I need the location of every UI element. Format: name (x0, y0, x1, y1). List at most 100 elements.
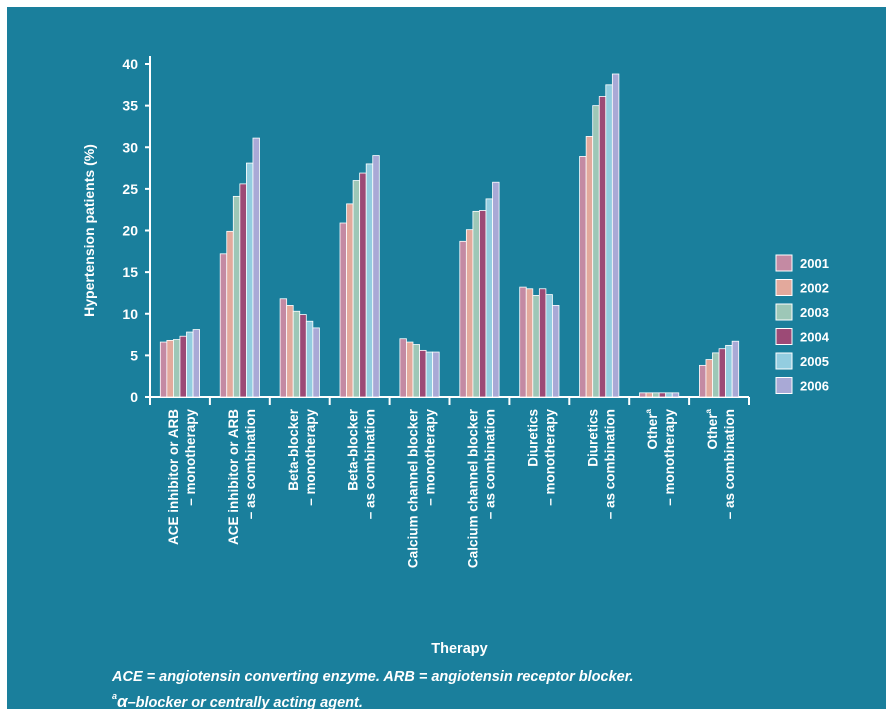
x-tick-label: ACE inhibitor or ARB – as combination (226, 409, 258, 545)
bar-2002 (585, 136, 594, 398)
bar-2002 (705, 359, 713, 398)
legend-swatch-2006 (775, 377, 793, 394)
y-axis-title: Hypertension patients (%) (81, 144, 97, 317)
bar-2004 (718, 348, 726, 398)
y-tick-label: 5 (130, 347, 138, 363)
footnote-alpha-symbol: α (117, 692, 128, 711)
bar-2005 (665, 392, 673, 398)
bar-2003 (412, 344, 420, 398)
bar-2004 (179, 335, 187, 398)
x-tick-label-superscript: a (704, 408, 713, 413)
bar-2001 (639, 392, 647, 398)
x-tick-label-line1: Other (705, 413, 720, 450)
bar-2002 (525, 288, 534, 398)
bar-2001 (279, 298, 288, 398)
bar-2005 (725, 344, 733, 398)
x-tick-label-line1: ACE inhibitor or ARB (166, 409, 181, 545)
x-tick-label: Beta-blocker – as combination (346, 408, 378, 519)
bar-2001 (579, 156, 587, 398)
x-tick-label-line2: – monotherapy (423, 409, 438, 506)
x-tick-label-line1: Diuretics (585, 409, 600, 467)
bar-2003 (712, 352, 720, 398)
x-tick-label: Beta-blocker – monotherapy (286, 408, 318, 506)
bar-chart: 0 5 10 15 20 25 30 35 40 Hypertension patients (%… (81, 56, 830, 657)
bar-2002 (166, 339, 174, 398)
x-tick-label-line2: – as combination (363, 409, 378, 519)
x-tick-label-line1: Calcium channel blocker (406, 408, 421, 568)
footnote-superscript: a (112, 691, 118, 701)
bar-2004 (538, 288, 547, 398)
bar-2002 (286, 305, 294, 398)
bar-2005 (605, 84, 613, 398)
bar-2001 (339, 222, 347, 398)
x-tick-label-line1: Diuretics (525, 409, 540, 467)
legend-label-2003: 2003 (800, 305, 829, 320)
x-tick-label-line1: Other (645, 413, 660, 450)
y-tick-label: 25 (122, 181, 138, 197)
legend-label-2004: 2004 (800, 330, 830, 345)
bar-2001 (699, 364, 707, 398)
x-tick-label-line2: – monotherapy (662, 409, 677, 506)
y-tick-label: 0 (130, 389, 138, 405)
bar-2002 (226, 230, 234, 398)
bar-2003 (592, 105, 600, 398)
bar-2003 (352, 180, 361, 398)
bar-2002 (465, 229, 474, 398)
x-tick-label: Calcium channel blocker – as combination (465, 408, 497, 568)
bar-2005 (305, 320, 314, 398)
bar-2006 (671, 392, 680, 398)
bar-2003 (232, 195, 241, 398)
x-tick-label: Calcium channel blocker – monotherapy (406, 408, 438, 568)
y-tick-label: 40 (122, 56, 138, 72)
y-tick-label: 35 (122, 98, 138, 114)
bar-2001 (159, 341, 168, 398)
x-tick-label: Othera – as combination (704, 408, 737, 519)
bar-2002 (346, 203, 354, 398)
bar-2001 (519, 286, 527, 398)
bar-2003 (172, 339, 181, 398)
bar-2005 (365, 163, 374, 398)
bar-2006 (552, 305, 560, 398)
bar-2006 (372, 155, 380, 398)
bar-2005 (425, 351, 434, 398)
y-tick-label: 20 (122, 223, 138, 239)
bar-2006 (192, 329, 201, 398)
legend-swatch-2003 (775, 303, 793, 321)
bar-2003 (472, 210, 480, 398)
chart-panel: 0 5 10 15 20 25 30 35 40 Hypertension patients (%… (7, 7, 886, 711)
x-tick-label-line2: – as combination (482, 409, 497, 519)
legend-swatch-2002 (775, 279, 793, 296)
legend-swatch-2005 (775, 352, 793, 370)
bar-2005 (485, 198, 493, 398)
bar-2006 (492, 181, 500, 398)
y-tick-label: 15 (122, 264, 138, 280)
bar-2001 (399, 338, 407, 398)
bar-2004 (239, 183, 247, 398)
x-tick-label-line1: Beta-blocker (346, 408, 361, 491)
bar-2001 (459, 240, 467, 398)
bar-2003 (652, 392, 660, 398)
bar-2003 (532, 295, 540, 398)
x-axis-title: Therapy (431, 641, 487, 657)
bar-2004 (419, 349, 427, 398)
x-tick-label: Diuretics – as combination (585, 409, 617, 519)
bar-2006 (432, 351, 440, 398)
footnote-text: –blocker or centrally acting agent. (127, 695, 363, 711)
bar-2005 (186, 331, 194, 398)
bar-2006 (611, 73, 620, 398)
x-tick-label-line2: – as combination (243, 409, 258, 519)
bar-2002 (645, 392, 653, 398)
bar-2004 (598, 96, 607, 398)
x-tick-label-line1: Beta-blocker (286, 408, 301, 491)
bar-2004 (299, 314, 307, 398)
x-tick-label-line1: Calcium channel blocker (465, 408, 480, 568)
y-tick-label: 30 (122, 139, 138, 155)
bar-2006 (731, 340, 740, 398)
legend-label-2001: 2001 (800, 256, 829, 271)
bar-2004 (658, 392, 667, 398)
x-tick-label-line2: – as combination (722, 409, 737, 519)
bar-2001 (219, 253, 228, 398)
bar-2004 (359, 172, 367, 398)
x-tick-label-line1: ACE inhibitor or ARB (226, 409, 241, 545)
bar-2006 (252, 137, 260, 398)
